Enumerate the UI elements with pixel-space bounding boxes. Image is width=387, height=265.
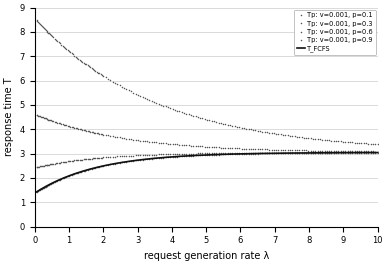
Tp: v=0.001, p=0.6: (2.13, 2.86): v=0.001, p=0.6: (2.13, 2.86) (106, 156, 110, 159)
Tp: v=0.001, p=0.1: (0.05, 8.47): v=0.001, p=0.1: (0.05, 8.47) (34, 19, 39, 22)
Tp: v=0.001, p=0.9: (0.447, 1.74): v=0.001, p=0.9: (0.447, 1.74) (48, 183, 53, 186)
Tp: v=0.001, p=0.1: (0.962, 7.25): v=0.001, p=0.1: (0.962, 7.25) (65, 48, 70, 52)
Tp: v=0.001, p=0.3: (0.262, 4.47): v=0.001, p=0.3: (0.262, 4.47) (41, 116, 46, 120)
Tp: v=0.001, p=0.9: (0.262, 1.6): v=0.001, p=0.9: (0.262, 1.6) (41, 186, 46, 189)
Tp: v=0.001, p=0.3: (4.89, 3.29): v=0.001, p=0.3: (4.89, 3.29) (200, 145, 205, 148)
Tp: v=0.001, p=0.6: (0.962, 2.68): v=0.001, p=0.6: (0.962, 2.68) (65, 160, 70, 163)
T_FCFS (313, 151, 318, 154)
Tp: v=0.001, p=0.3: (10, 3.09): v=0.001, p=0.3: (10, 3.09) (375, 150, 380, 153)
T_FCFS (367, 151, 372, 154)
Tp: v=0.001, p=0.6: (0.447, 2.56): v=0.001, p=0.6: (0.447, 2.56) (48, 163, 53, 166)
Tp: v=0.001, p=0.3: (2.13, 3.75): v=0.001, p=0.3: (2.13, 3.75) (106, 134, 110, 137)
Tp: v=0.001, p=0.3: (0.962, 4.14): v=0.001, p=0.3: (0.962, 4.14) (65, 124, 70, 127)
Tp: v=0.001, p=0.9: (0.05, 1.43): v=0.001, p=0.9: (0.05, 1.43) (34, 190, 39, 193)
Tp: v=0.001, p=0.9: (2.13, 2.53): v=0.001, p=0.9: (2.13, 2.53) (106, 163, 110, 166)
T_FCFS (196, 154, 200, 157)
Tp: v=0.001, p=0.1: (0.262, 8.16): v=0.001, p=0.1: (0.262, 8.16) (41, 26, 46, 30)
Tp: v=0.001, p=0.9: (4.89, 2.94): v=0.001, p=0.9: (4.89, 2.94) (200, 153, 205, 157)
Y-axis label: response time T: response time T (4, 78, 14, 156)
T_FCFS (218, 153, 223, 156)
Tp: v=0.001, p=0.9: (10, 3.04): v=0.001, p=0.9: (10, 3.04) (375, 151, 380, 154)
Tp: v=0.001, p=0.1: (0.447, 7.9): v=0.001, p=0.1: (0.447, 7.9) (48, 33, 53, 36)
T_FCFS (237, 152, 241, 156)
Tp: v=0.001, p=0.6: (0.05, 2.44): v=0.001, p=0.6: (0.05, 2.44) (34, 166, 39, 169)
T_FCFS (198, 154, 202, 157)
Tp: v=0.001, p=0.3: (0.05, 4.59): v=0.001, p=0.3: (0.05, 4.59) (34, 113, 39, 117)
Line: Tp: v=0.001, p=0.3: Tp: v=0.001, p=0.3 (35, 113, 379, 153)
Tp: v=0.001, p=0.9: (9.19, 3.04): v=0.001, p=0.9: (9.19, 3.04) (348, 151, 352, 154)
Tp: v=0.001, p=0.9: (0.962, 2.07): v=0.001, p=0.9: (0.962, 2.07) (65, 175, 70, 178)
Legend: Tp: v=0.001, p=0.1, Tp: v=0.001, p=0.3, Tp: v=0.001, p=0.6, Tp: v=0.001, p=0.9, : Tp: v=0.001, p=0.1, Tp: v=0.001, p=0.3, … (294, 10, 375, 55)
Tp: v=0.001, p=0.6: (9.19, 3.05): v=0.001, p=0.6: (9.19, 3.05) (348, 151, 352, 154)
Tp: v=0.001, p=0.1: (10, 3.38): v=0.001, p=0.1: (10, 3.38) (375, 143, 380, 146)
Tp: v=0.001, p=0.6: (4.89, 3.01): v=0.001, p=0.6: (4.89, 3.01) (200, 152, 205, 155)
Tp: v=0.001, p=0.1: (2.13, 6.08): v=0.001, p=0.1: (2.13, 6.08) (106, 77, 110, 80)
Tp: v=0.001, p=0.3: (0.447, 4.37): v=0.001, p=0.3: (0.447, 4.37) (48, 118, 53, 122)
Tp: v=0.001, p=0.3: (9.19, 3.1): v=0.001, p=0.3: (9.19, 3.1) (348, 150, 352, 153)
Line: T_FCFS: T_FCFS (36, 153, 378, 193)
Line: Tp: v=0.001, p=0.9: Tp: v=0.001, p=0.9 (35, 151, 379, 193)
Line: Tp: v=0.001, p=0.1: Tp: v=0.001, p=0.1 (35, 19, 379, 146)
T_FCFS (33, 191, 38, 194)
Tp: v=0.001, p=0.1: (9.19, 3.47): v=0.001, p=0.1: (9.19, 3.47) (348, 141, 352, 144)
Line: Tp: v=0.001, p=0.6: Tp: v=0.001, p=0.6 (35, 151, 379, 169)
T_FCFS (375, 151, 380, 154)
Tp: v=0.001, p=0.6: (0.262, 2.5): v=0.001, p=0.6: (0.262, 2.5) (41, 164, 46, 167)
Tp: v=0.001, p=0.6: (10, 3.05): v=0.001, p=0.6: (10, 3.05) (375, 151, 380, 154)
Tp: v=0.001, p=0.1: (4.89, 4.45): v=0.001, p=0.1: (4.89, 4.45) (200, 117, 205, 120)
X-axis label: request generation rate λ: request generation rate λ (144, 251, 269, 261)
